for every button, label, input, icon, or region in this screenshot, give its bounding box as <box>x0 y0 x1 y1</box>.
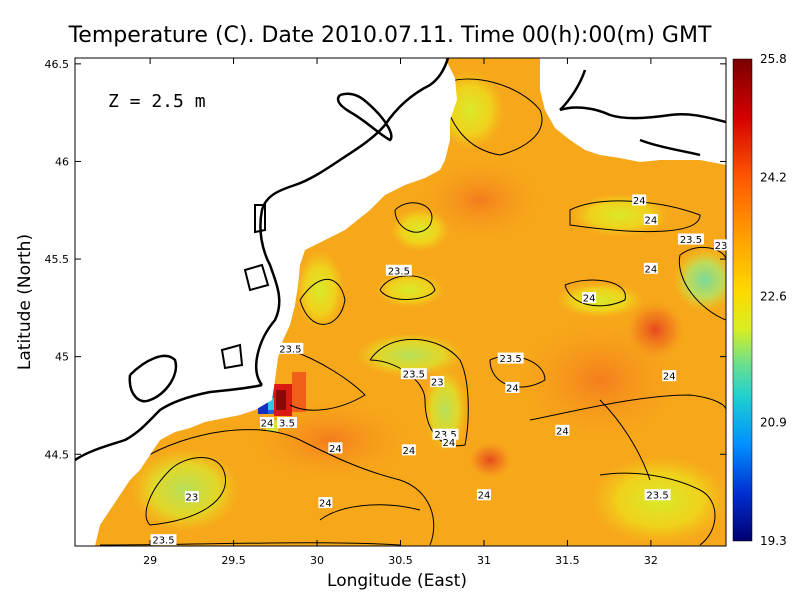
contour-label-bg <box>476 489 491 501</box>
contour-label-bg <box>713 239 728 251</box>
colorbar-tick-label: 22.6 <box>760 289 787 303</box>
x-tick-label: 30 <box>310 554 324 567</box>
contour-label: 23.5 <box>152 536 174 547</box>
contour-label: 23.5 <box>279 344 301 355</box>
contour-label: 24 <box>329 444 342 455</box>
contour-label-bg <box>318 497 333 509</box>
contour-label: 23 <box>715 241 728 252</box>
x-tick-label: 29.5 <box>221 554 246 567</box>
coastline <box>75 58 726 462</box>
land-mass <box>75 58 457 546</box>
contour-label: 24 <box>478 491 491 502</box>
contour-label: 24 <box>645 216 658 227</box>
y-tick-label: 46 <box>55 155 69 168</box>
x-tick-label: 30.5 <box>388 554 413 567</box>
contour-label: 23 <box>431 378 444 389</box>
plume-cyan <box>268 398 276 410</box>
cool-patch <box>295 250 345 330</box>
cool-patch <box>555 282 645 318</box>
contour-label: 24 <box>443 438 456 449</box>
contour-label-bg <box>644 489 671 501</box>
contour-label-bg <box>277 342 304 354</box>
contour-label-bg <box>662 370 677 382</box>
contour-label: 23.5 <box>388 266 410 277</box>
contour-label-bg <box>505 381 520 393</box>
contour-label-bg <box>276 417 297 429</box>
x-axis: 29 29.5 30 30.5 31 31.5 32 <box>143 58 658 567</box>
warm-patch <box>420 160 540 240</box>
contour-label: 23.5 <box>434 430 456 441</box>
plot-area <box>75 58 726 546</box>
cool-patch <box>673 248 726 312</box>
x-tick-label: 31.5 <box>555 554 580 567</box>
contour-labels: 242423.523242423.523.523.523.52324242423… <box>150 194 728 547</box>
contour-label: 24 <box>402 446 415 457</box>
warm-patch <box>468 442 512 478</box>
contour-label-bg <box>184 491 199 503</box>
lake-outline <box>220 204 270 370</box>
contour-label-bg <box>643 214 658 226</box>
contour-label-bg <box>150 534 177 546</box>
contour-label-bg <box>677 233 704 245</box>
colorbar-tick-label: 20.9 <box>760 415 787 429</box>
plume-orange <box>292 372 306 412</box>
colorbar: 25.8 24.2 22.6 20.9 19.3 <box>732 52 787 548</box>
contour-label: 24 <box>633 196 646 207</box>
contour-label: 24 <box>261 419 274 430</box>
contour-label-bg <box>632 194 647 206</box>
contour-label-bg <box>497 352 524 364</box>
contour-label-bg <box>259 417 274 429</box>
contour-label-bg <box>430 376 445 388</box>
contour-lines <box>99 78 726 546</box>
y-axis: 44.5 45 45.5 46 46.5 <box>45 58 726 461</box>
depth-label: Z = 2.5 m <box>108 91 206 112</box>
contour-label-bg <box>432 428 459 440</box>
cool-patch <box>390 208 450 252</box>
contour-label: 24 <box>663 372 676 383</box>
contour-label: 24 <box>506 383 519 394</box>
colorbar-tick-label: 25.8 <box>760 52 787 66</box>
contour-label: 24 <box>583 294 596 305</box>
x-axis-label: Longitude (East) <box>327 571 467 591</box>
land-mass-ne <box>540 58 726 165</box>
contour-label-bg <box>582 292 597 304</box>
colorbar-tick-label: 19.3 <box>760 534 787 548</box>
plume-navy <box>258 400 268 414</box>
y-tick-label: 44.5 <box>45 448 70 461</box>
x-tick-label: 31 <box>477 554 491 567</box>
colorbar-ticks: 25.8 24.2 22.6 20.9 19.3 <box>760 52 787 548</box>
colorbar-tick-label: 24.2 <box>760 171 787 185</box>
x-tick-label: 32 <box>644 554 658 567</box>
contour-label-bg <box>385 264 412 276</box>
contour-label: 24 <box>556 426 569 437</box>
contour-label-bg <box>401 444 416 456</box>
contour-label-bg <box>441 436 456 448</box>
colorbar-gradient <box>732 58 753 542</box>
y-tick-label: 46.5 <box>45 58 70 71</box>
contour-label: 23 <box>185 493 198 504</box>
warm-patch <box>520 320 680 440</box>
contour-label: 23.5 <box>646 491 668 502</box>
contour-label: 23.5 <box>680 235 702 246</box>
contour-label: 23.5 <box>500 354 522 365</box>
y-tick-label: 45 <box>55 351 69 364</box>
contour-label: 23.5 <box>403 370 425 381</box>
plume-darkred <box>276 390 286 410</box>
chart-title: Temperature (C). Date 2010.07.11. Time 0… <box>68 23 712 48</box>
contour-label-bg <box>555 424 570 436</box>
contour-label-bg <box>400 368 427 380</box>
y-tick-label: 45.5 <box>45 253 70 266</box>
contour-label-bg <box>328 442 343 454</box>
y-axis-label: Latitude (North) <box>15 234 35 370</box>
contour-label-bg <box>643 262 658 274</box>
cool-patch <box>130 448 240 532</box>
contour-label: 3.5 <box>279 419 295 430</box>
contour-label: 24 <box>319 499 332 510</box>
contour-label: 24 <box>645 264 658 275</box>
x-tick-label: 29 <box>143 554 157 567</box>
